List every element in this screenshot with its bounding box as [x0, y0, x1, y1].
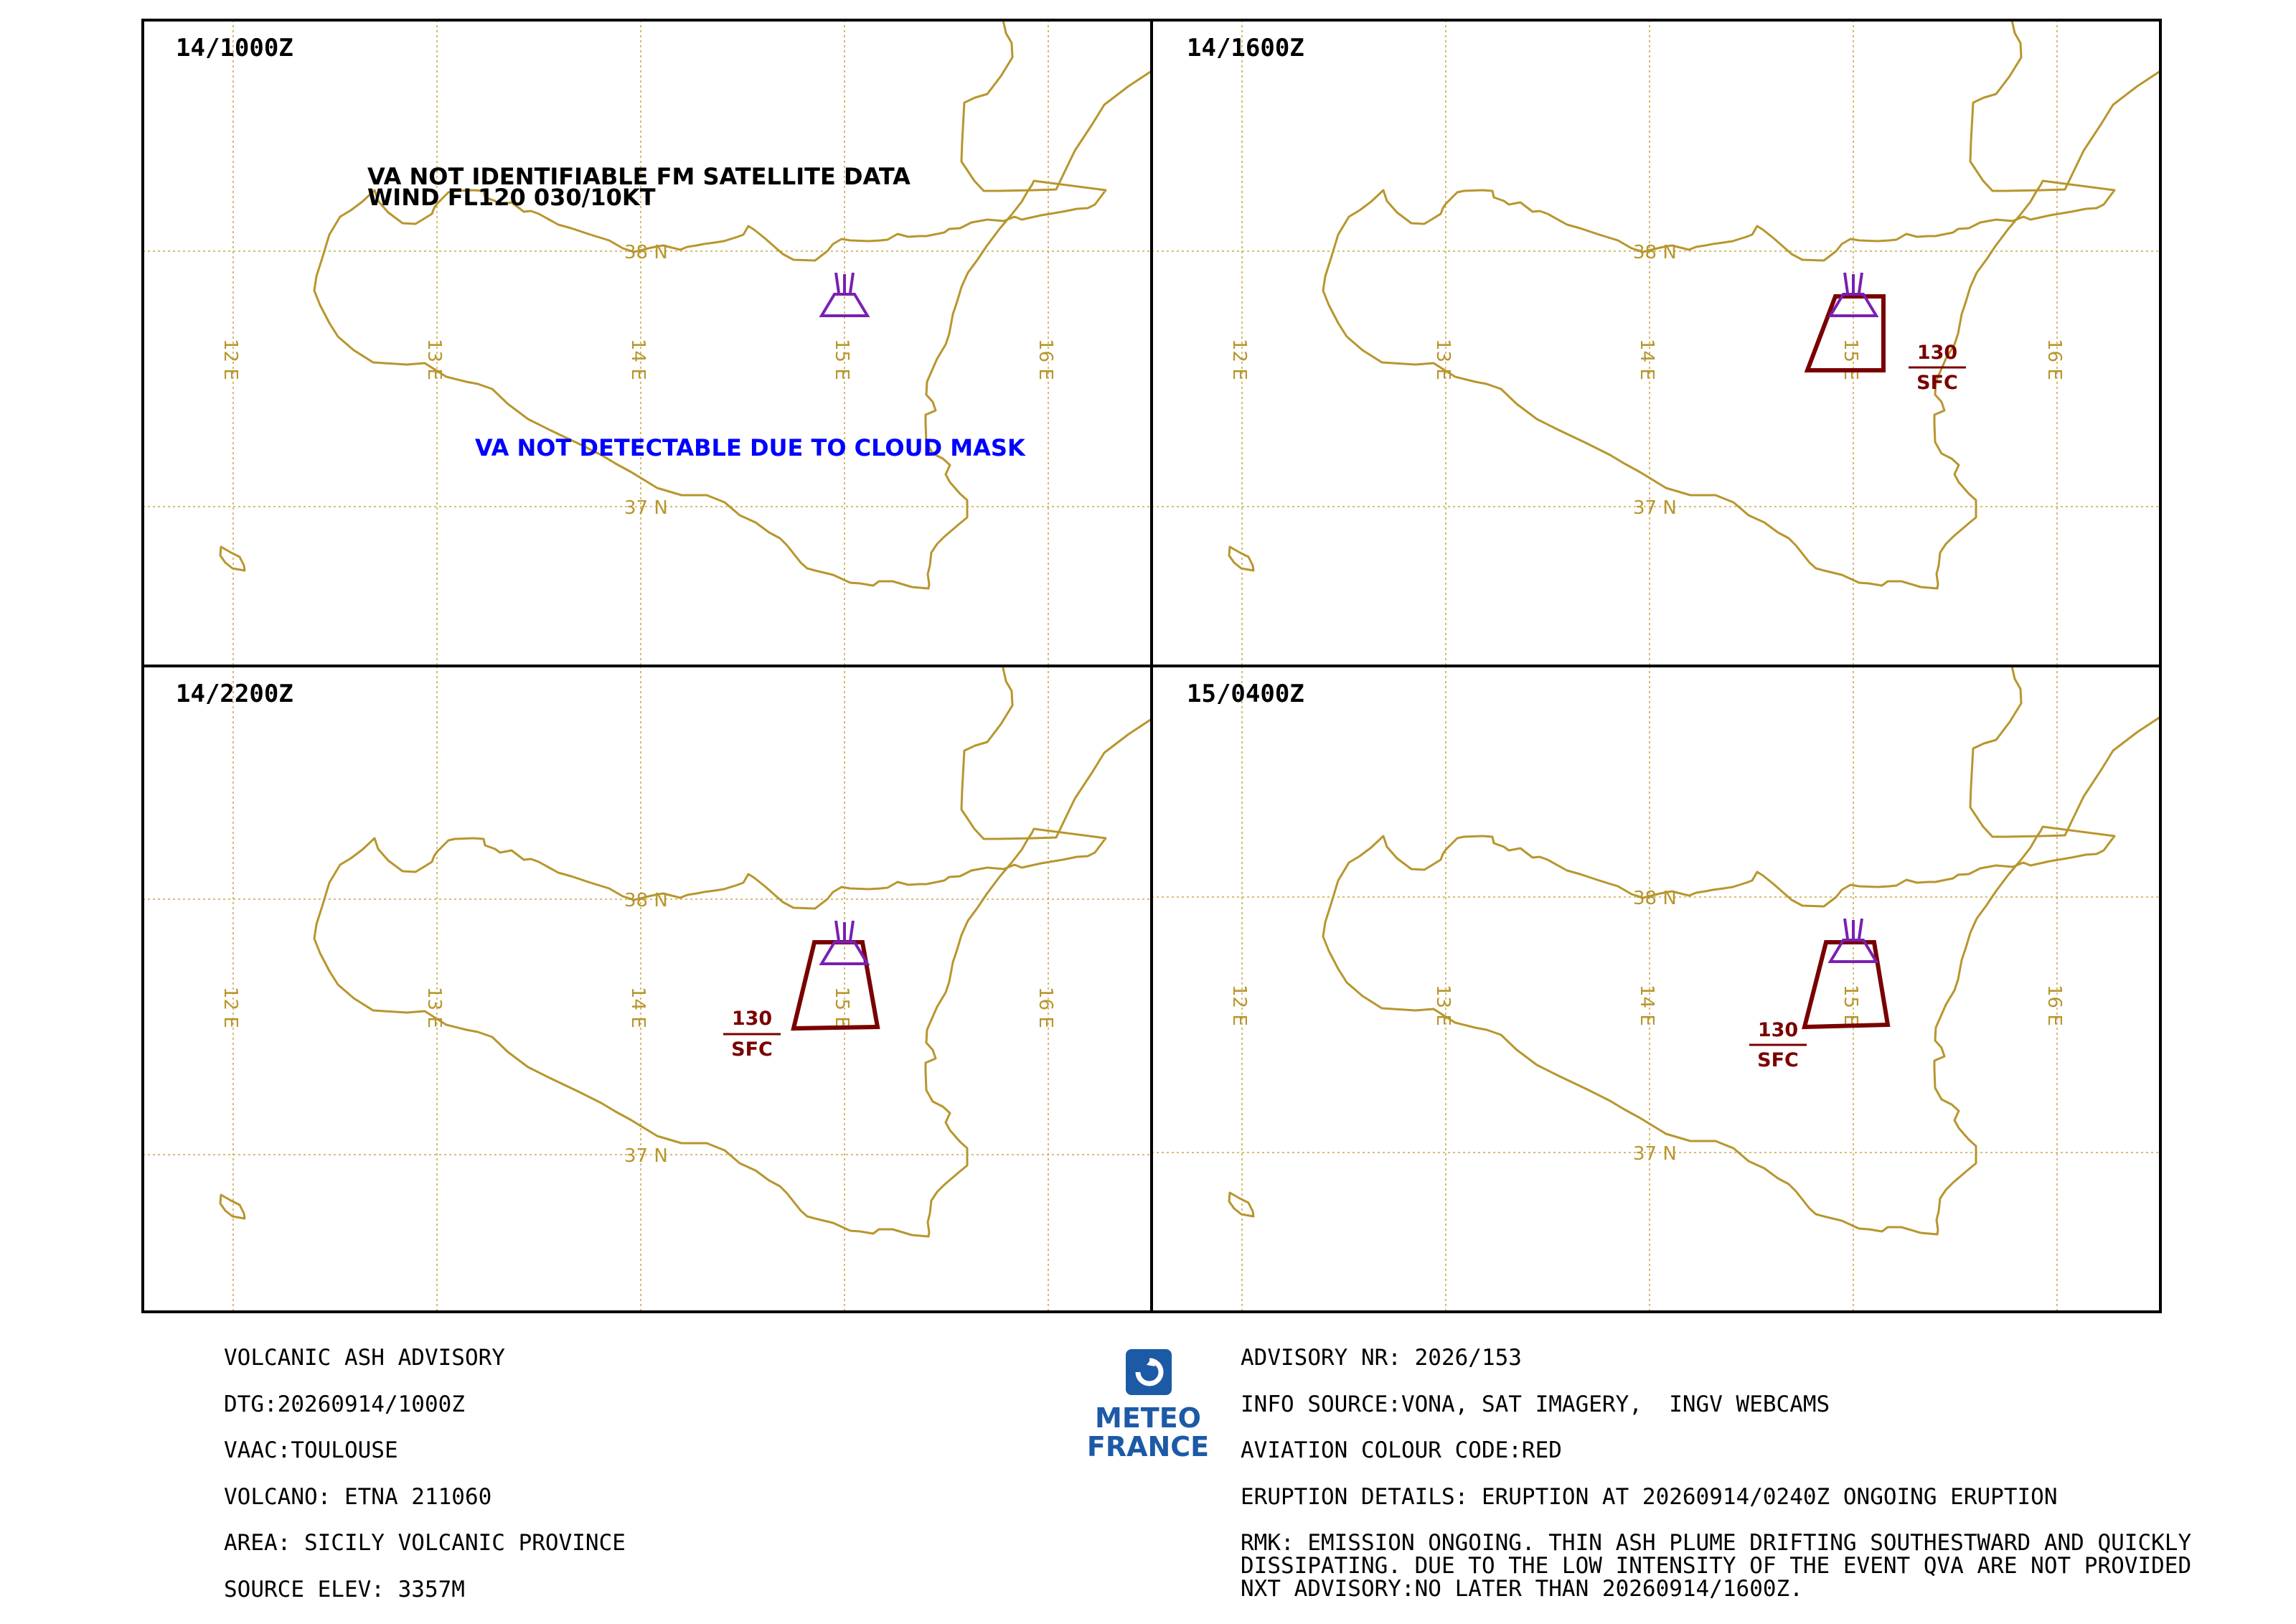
lat-label: 38 N: [1633, 888, 1677, 909]
lon-label: 14 E: [1636, 339, 1657, 380]
advisory-dtg: DTG:20260914/1000Z: [224, 1391, 465, 1417]
svg-text:SFC: SFC: [1916, 372, 1958, 394]
volcano-icon: [1827, 272, 1879, 317]
lon-label: 14 E: [627, 987, 649, 1028]
lon-label: 15 E: [831, 987, 852, 1028]
coastline: [1228, 20, 2160, 590]
lat-label: 37 N: [624, 1145, 668, 1167]
lon-label: 16 E: [2043, 339, 2065, 380]
lon-label: 12 E: [1228, 985, 1250, 1026]
flight-level-label: 130 SFC: [1909, 342, 1966, 394]
svg-text:130: 130: [1917, 342, 1957, 364]
lon-label: 12 E: [1228, 339, 1250, 380]
flight-level-label: 130 SFC: [1749, 1019, 1807, 1071]
lat-label: 37 N: [1633, 497, 1677, 519]
lon-label: 15 E: [1840, 985, 1861, 1026]
lon-label: 16 E: [2043, 985, 2065, 1026]
cloud-mask-note: VA NOT DETECTABLE DUE TO CLOUD MASK: [475, 434, 1026, 461]
panel-3: [143, 666, 1152, 1312]
svg-text:130: 130: [732, 1008, 772, 1030]
panel-1: [143, 20, 1152, 666]
advisory-vaac: VAAC:TOULOUSE: [224, 1437, 398, 1463]
lon-label: 16 E: [1035, 987, 1056, 1028]
lat-label: 37 N: [1633, 1143, 1677, 1165]
lat-label: 38 N: [1633, 242, 1677, 263]
flight-level-label: 130 SFC: [723, 1008, 781, 1061]
lon-label: 14 E: [627, 339, 649, 380]
ash-cloud-polygon: [1802, 940, 1891, 1030]
advisory-area: AREA: SICILY VOLCANIC PROVINCE: [224, 1530, 626, 1556]
logo-line2: FRANCE: [1086, 1431, 1210, 1463]
panel-4: [1152, 666, 2160, 1312]
lat-label: 37 N: [624, 497, 668, 519]
lon-label: 12 E: [220, 987, 241, 1028]
lon-label: 13 E: [1432, 339, 1454, 380]
meteo-france-logo-icon: [1126, 1349, 1172, 1395]
lon-label: 14 E: [1636, 985, 1657, 1026]
logo-line1: METEO: [1095, 1402, 1201, 1434]
advisory-info-source: INFO SOURCE:VONA, SAT IMAGERY, INGV WEBC…: [1241, 1391, 1830, 1417]
coastline: [1228, 666, 2160, 1236]
lon-label: 16 E: [1035, 339, 1056, 380]
lat-label: 38 N: [624, 242, 668, 263]
lon-label: 12 E: [220, 339, 241, 380]
advisory-next: NXT ADVISORY:NO LATER THAN 20260914/1600…: [1241, 1576, 1803, 1602]
coastline: [219, 20, 1152, 590]
meteo-france-logo: METEO FRANCE: [1083, 1341, 1213, 1484]
lon-label: 15 E: [1840, 339, 1861, 380]
advisory-eruption-details: ERUPTION DETAILS: ERUPTION AT 20260914/0…: [1241, 1484, 2058, 1510]
advisory-source-elev: SOURCE ELEV: 3357M: [224, 1577, 465, 1602]
volcano-icon: [1827, 918, 1879, 963]
lat-label: 38 N: [624, 890, 668, 911]
panel-time: 14/1000Z: [176, 34, 293, 62]
advisory-colour-code: AVIATION COLOUR CODE:RED: [1241, 1437, 1562, 1463]
panel-time: 15/0400Z: [1187, 680, 1304, 708]
coastline: [219, 666, 1152, 1238]
lon-label: 13 E: [1432, 985, 1454, 1026]
panel-2: [1152, 20, 2160, 666]
advisory-title: VOLCANIC ASH ADVISORY: [224, 1345, 505, 1371]
svg-text:SFC: SFC: [1757, 1049, 1799, 1071]
volcano-icon: [819, 920, 870, 965]
panel-note: VA NOT IDENTIFIABLE FM SATELLITE DATA: [367, 163, 911, 190]
panel-frames: [141, 19, 2162, 1313]
advisory-number: ADVISORY NR: 2026/153: [1241, 1345, 1522, 1371]
svg-text:130: 130: [1758, 1019, 1798, 1041]
lon-label: 13 E: [423, 987, 445, 1028]
lon-label: 15 E: [831, 339, 852, 380]
lon-label: 13 E: [423, 339, 445, 380]
svg-text:SFC: SFC: [731, 1038, 773, 1061]
ash-cloud-polygon: [1804, 294, 1886, 372]
panel-time: 14/1600Z: [1187, 34, 1304, 62]
panel-time: 14/2200Z: [176, 680, 293, 708]
panel-note: WIND FL120 030/10KT: [367, 184, 656, 211]
advisory-remark-2: DISSIPATING. DUE TO THE LOW INTENSITY OF…: [1241, 1553, 2192, 1579]
advisory-volcano: VOLCANO: ETNA 211060: [224, 1484, 492, 1510]
volcano-icon: [819, 272, 870, 317]
advisory-remark-1: RMK: EMISSION ONGOING. THIN ASH PLUME DR…: [1241, 1530, 2192, 1556]
